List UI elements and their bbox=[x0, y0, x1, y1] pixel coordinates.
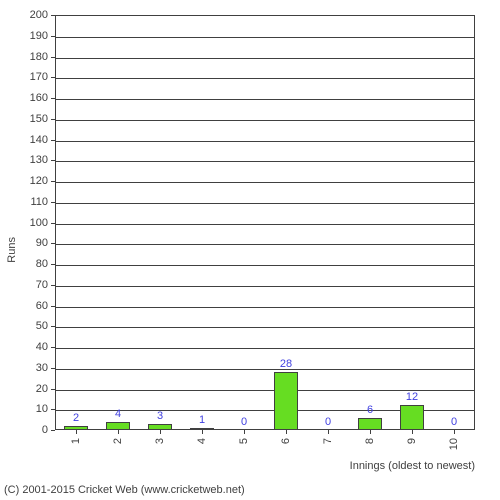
xtick-mark bbox=[286, 430, 287, 434]
ytick-label: 40 bbox=[0, 341, 48, 353]
ytick-label: 10 bbox=[0, 403, 48, 415]
gridline bbox=[56, 369, 474, 370]
bar-value-label: 3 bbox=[157, 410, 163, 422]
ytick-label: 150 bbox=[0, 113, 48, 125]
ytick-mark bbox=[51, 160, 55, 161]
bar bbox=[106, 422, 129, 430]
ytick-label: 130 bbox=[0, 154, 48, 166]
ytick-mark bbox=[51, 389, 55, 390]
ytick-label: 90 bbox=[0, 237, 48, 249]
gridline bbox=[56, 120, 474, 121]
gridline bbox=[56, 203, 474, 204]
bar-value-label: 12 bbox=[406, 391, 418, 403]
ytick-mark bbox=[51, 15, 55, 16]
xtick-mark bbox=[76, 430, 77, 434]
ytick-mark bbox=[51, 264, 55, 265]
ytick-label: 110 bbox=[0, 196, 48, 208]
gridline bbox=[56, 286, 474, 287]
ytick-label: 170 bbox=[0, 71, 48, 83]
xtick-mark bbox=[118, 430, 119, 434]
gridline bbox=[56, 182, 474, 183]
ytick-mark bbox=[51, 181, 55, 182]
gridline bbox=[56, 224, 474, 225]
bar-value-label: 28 bbox=[280, 358, 292, 370]
ytick-label: 180 bbox=[0, 51, 48, 63]
xtick-label: 7 bbox=[322, 438, 334, 444]
chart-container: Runs Innings (oldest to newest) (C) 2001… bbox=[0, 0, 500, 500]
ytick-mark bbox=[51, 243, 55, 244]
ytick-mark bbox=[51, 36, 55, 37]
ytick-mark bbox=[51, 98, 55, 99]
ytick-label: 0 bbox=[0, 424, 48, 436]
gridline bbox=[56, 307, 474, 308]
ytick-label: 80 bbox=[0, 258, 48, 270]
bar-value-label: 6 bbox=[367, 404, 373, 416]
bar-value-label: 1 bbox=[199, 414, 205, 426]
ytick-label: 30 bbox=[0, 362, 48, 374]
xtick-mark bbox=[454, 430, 455, 434]
ytick-label: 200 bbox=[0, 9, 48, 21]
gridline bbox=[56, 348, 474, 349]
xtick-label: 6 bbox=[280, 438, 292, 444]
xtick-mark bbox=[328, 430, 329, 434]
ytick-mark bbox=[51, 119, 55, 120]
bar-value-label: 0 bbox=[241, 416, 247, 428]
xtick-mark bbox=[202, 430, 203, 434]
ytick-mark bbox=[51, 347, 55, 348]
x-axis-label: Innings (oldest to newest) bbox=[350, 460, 475, 472]
ytick-mark bbox=[51, 285, 55, 286]
ytick-label: 60 bbox=[0, 300, 48, 312]
ytick-mark bbox=[51, 140, 55, 141]
ytick-mark bbox=[51, 223, 55, 224]
ytick-mark bbox=[51, 368, 55, 369]
ytick-label: 160 bbox=[0, 92, 48, 104]
xtick-label: 8 bbox=[364, 438, 376, 444]
gridline bbox=[56, 37, 474, 38]
ytick-label: 100 bbox=[0, 217, 48, 229]
ytick-label: 20 bbox=[0, 383, 48, 395]
gridline bbox=[56, 99, 474, 100]
ytick-mark bbox=[51, 430, 55, 431]
gridline bbox=[56, 244, 474, 245]
gridline bbox=[56, 265, 474, 266]
xtick-mark bbox=[160, 430, 161, 434]
xtick-label: 5 bbox=[238, 438, 250, 444]
ytick-mark bbox=[51, 326, 55, 327]
copyright-text: (C) 2001-2015 Cricket Web (www.cricketwe… bbox=[4, 484, 245, 496]
xtick-label: 9 bbox=[406, 438, 418, 444]
gridline bbox=[56, 58, 474, 59]
xtick-label: 3 bbox=[154, 438, 166, 444]
xtick-mark bbox=[370, 430, 371, 434]
bar-value-label: 0 bbox=[451, 416, 457, 428]
bar bbox=[274, 372, 297, 430]
ytick-label: 120 bbox=[0, 175, 48, 187]
ytick-label: 50 bbox=[0, 320, 48, 332]
ytick-mark bbox=[51, 57, 55, 58]
xtick-label: 4 bbox=[196, 438, 208, 444]
bar-value-label: 4 bbox=[115, 408, 121, 420]
gridline bbox=[56, 78, 474, 79]
xtick-mark bbox=[412, 430, 413, 434]
bar-value-label: 2 bbox=[73, 412, 79, 424]
plot-area bbox=[55, 15, 475, 430]
ytick-label: 140 bbox=[0, 134, 48, 146]
ytick-mark bbox=[51, 306, 55, 307]
gridline bbox=[56, 141, 474, 142]
gridline bbox=[56, 327, 474, 328]
bar-value-label: 0 bbox=[325, 416, 331, 428]
bar bbox=[358, 418, 381, 430]
xtick-label: 1 bbox=[70, 438, 82, 444]
gridline bbox=[56, 161, 474, 162]
ytick-mark bbox=[51, 202, 55, 203]
xtick-mark bbox=[244, 430, 245, 434]
xtick-label: 2 bbox=[112, 438, 124, 444]
ytick-mark bbox=[51, 77, 55, 78]
ytick-label: 70 bbox=[0, 279, 48, 291]
xtick-label: 10 bbox=[448, 438, 460, 450]
ytick-label: 190 bbox=[0, 30, 48, 42]
ytick-mark bbox=[51, 409, 55, 410]
bar bbox=[400, 405, 423, 430]
